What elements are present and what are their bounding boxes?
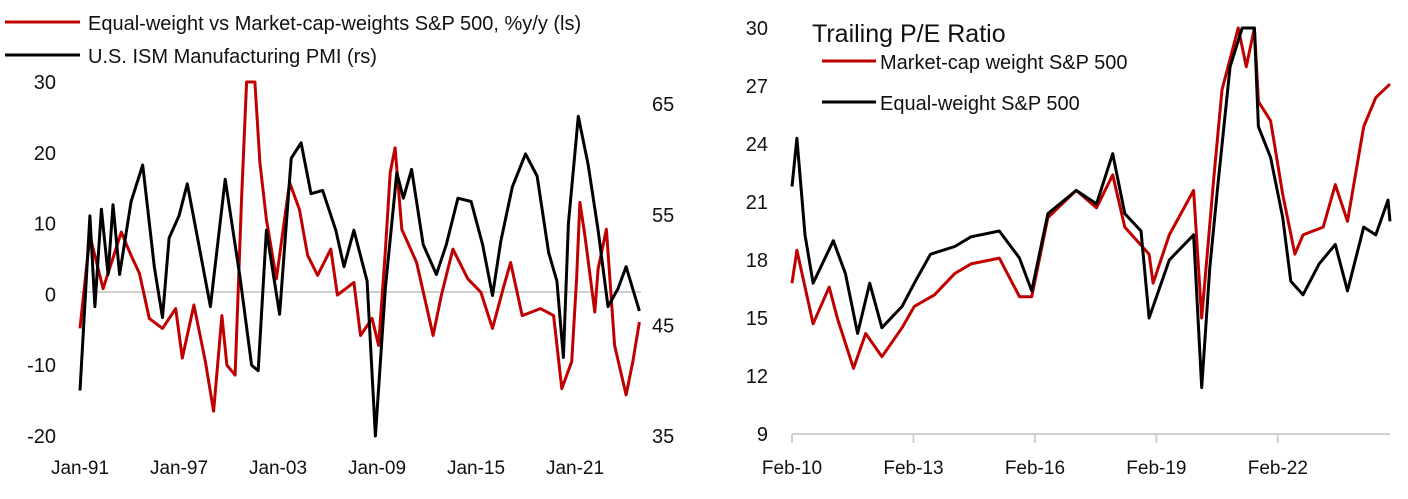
chart-title: Trailing P/E Ratio bbox=[812, 20, 1006, 48]
y-tick-label: 9 bbox=[757, 424, 768, 446]
y-tick-label-left: 10 bbox=[34, 214, 56, 236]
series-line-equal-weight bbox=[790, 26, 1392, 390]
x-tick-label: Feb-19 bbox=[1126, 458, 1186, 479]
left-y-axis-labels: 30 20 10 0 -10 -20 bbox=[27, 72, 56, 448]
x-tick-label: Jan-15 bbox=[447, 458, 505, 479]
y-tick-label: 21 bbox=[746, 192, 768, 214]
y-tick-label-left: 20 bbox=[34, 143, 56, 165]
y-tick-label-left: 0 bbox=[45, 284, 56, 306]
x-tick-label: Feb-22 bbox=[1248, 458, 1308, 479]
x-tick-label: Jan-09 bbox=[348, 458, 406, 479]
plot-lines bbox=[78, 80, 641, 438]
y-tick-label: 30 bbox=[746, 18, 768, 40]
y-axis-labels: 30 27 24 21 18 15 12 9 bbox=[746, 18, 768, 446]
right-y-axis-labels: 65 55 45 35 bbox=[652, 94, 674, 448]
x-tick-label: Jan-21 bbox=[546, 458, 604, 479]
series-line-ew-vs-mc bbox=[78, 80, 641, 413]
y-tick-label-right: 45 bbox=[652, 315, 674, 337]
legend-label-market-cap: Market-cap weight S&P 500 bbox=[880, 52, 1128, 74]
plot-lines bbox=[790, 26, 1392, 390]
x-tick-label: Feb-10 bbox=[762, 458, 822, 479]
y-tick-label-right: 65 bbox=[652, 94, 674, 116]
x-tick-label: Feb-16 bbox=[1005, 458, 1065, 479]
y-tick-label-right: 35 bbox=[652, 426, 674, 448]
y-tick-label-left: -10 bbox=[27, 355, 56, 377]
x-axis-labels: Jan-91 Jan-97 Jan-03 Jan-09 Jan-15 Jan-21 bbox=[51, 458, 604, 479]
y-tick-label: 18 bbox=[746, 250, 768, 272]
legend: Market-cap weight S&P 500 Equal-weight S… bbox=[822, 52, 1128, 115]
y-tick-label: 15 bbox=[746, 308, 768, 330]
series-line-market-cap bbox=[790, 26, 1392, 370]
legend-label-ism-pmi: U.S. ISM Manufacturing PMI (rs) bbox=[88, 46, 377, 68]
x-tick-label: Jan-97 bbox=[150, 458, 208, 479]
series-line-ism-pmi bbox=[78, 114, 641, 438]
y-tick-label-right: 55 bbox=[652, 205, 674, 227]
right-chart: 30 27 24 21 18 15 12 9 Feb-10 Feb-13 Feb-16 Feb-19… bbox=[746, 18, 1392, 479]
y-tick-label: 12 bbox=[746, 366, 768, 388]
left-chart: 30 20 10 0 -10 -20 65 55 45 35 Jan-91 Jan-97 Jan-0… bbox=[5, 13, 674, 479]
x-tick-label: Feb-13 bbox=[883, 458, 943, 479]
y-tick-label-left: 30 bbox=[34, 72, 56, 94]
y-tick-label: 27 bbox=[746, 76, 768, 98]
x-axis-labels: Feb-10 Feb-13 Feb-16 Feb-19 Feb-22 bbox=[762, 434, 1308, 479]
y-tick-label: 24 bbox=[746, 134, 768, 156]
y-tick-label-left: -20 bbox=[27, 426, 56, 448]
legend: Equal-weight vs Market-cap-weights S&P 5… bbox=[5, 13, 581, 68]
legend-label-equal-weight: Equal-weight S&P 500 bbox=[880, 93, 1080, 115]
legend-label-ew-vs-mc: Equal-weight vs Market-cap-weights S&P 5… bbox=[88, 13, 581, 35]
x-tick-label: Jan-91 bbox=[51, 458, 109, 479]
x-tick-label: Jan-03 bbox=[249, 458, 307, 479]
